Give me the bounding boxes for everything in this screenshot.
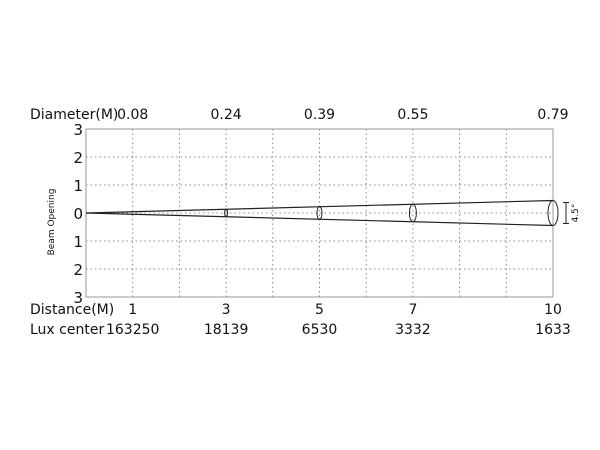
diameter-value: 0.55 xyxy=(397,107,428,123)
y-axis-label: Beam Opening xyxy=(47,189,57,256)
distance-value: 5 xyxy=(315,302,324,318)
distance-value: 7 xyxy=(408,302,417,318)
y-tick-label: 2 xyxy=(73,149,83,167)
diameter-value: 0.08 xyxy=(117,107,148,123)
lux-center-value: 1633 xyxy=(535,322,571,338)
beam-cross-section xyxy=(224,208,229,218)
lux-center-value: 3332 xyxy=(395,322,431,338)
beam-cross-section xyxy=(408,203,417,223)
grid xyxy=(86,129,554,297)
y-tick-label: 3 xyxy=(73,289,83,307)
distance-value: 1 xyxy=(128,302,137,318)
lux-center-label: Lux center xyxy=(30,322,104,338)
diameter-value: 0.39 xyxy=(304,107,335,123)
y-tick-label: 1 xyxy=(73,233,83,251)
beam-cross-section xyxy=(316,206,323,220)
y-tick-label: 0 xyxy=(73,205,83,223)
lux-center-value: 163250 xyxy=(106,322,159,338)
lux-center-value: 18139 xyxy=(204,322,249,338)
diameter-label: Diameter(M) xyxy=(30,107,118,123)
y-tick-label: 3 xyxy=(73,121,83,139)
beam-cone xyxy=(85,199,569,227)
y-tick-label: 1 xyxy=(73,177,83,195)
lux-center-value: 6530 xyxy=(302,322,338,338)
diameter-value: 0.24 xyxy=(211,107,242,123)
beam-cross-section xyxy=(547,200,559,226)
beam-angle-label: 4.5° xyxy=(571,204,581,223)
distance-value: 3 xyxy=(222,302,231,318)
distance-label: Distance(M) xyxy=(30,302,114,318)
distance-value: 10 xyxy=(544,302,562,318)
diameter-value: 0.79 xyxy=(537,107,568,123)
y-tick-label: 2 xyxy=(73,261,83,279)
